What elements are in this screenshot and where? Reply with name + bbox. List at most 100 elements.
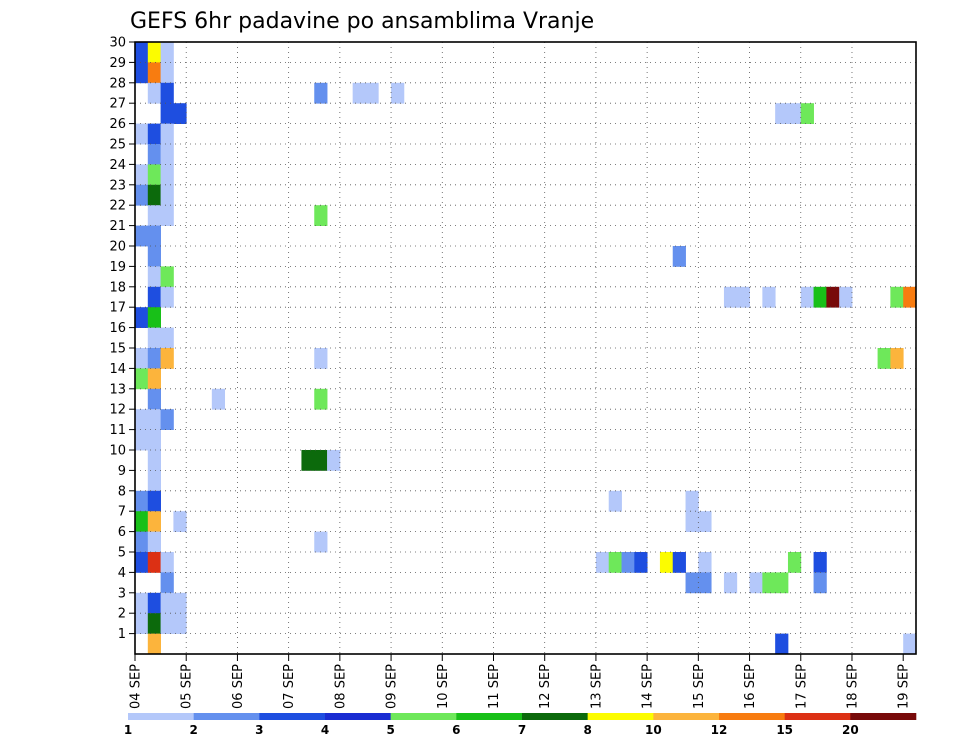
precip-cell <box>621 552 635 573</box>
y-tick-label: 5 <box>118 546 126 561</box>
y-tick-label: 9 <box>118 464 126 479</box>
precip-cell <box>391 82 405 104</box>
y-tick-label: 26 <box>109 117 126 132</box>
precip-cell <box>135 42 149 63</box>
precip-cell <box>135 409 149 430</box>
colorbar-swatch <box>587 713 654 720</box>
x-tick-label: 17 SEP <box>794 664 809 709</box>
colorbar-swatch <box>522 713 588 720</box>
y-tick-label: 23 <box>109 178 126 193</box>
y-tick-label: 25 <box>109 138 126 153</box>
precip-cell <box>147 368 161 390</box>
x-tick-label: 12 SEP <box>538 664 553 709</box>
precip-cell <box>160 572 174 594</box>
precip-cell <box>135 62 149 84</box>
precip-cell <box>147 286 161 308</box>
x-tick-label: 04 SEP <box>129 664 144 709</box>
precip-cell <box>147 42 161 63</box>
y-tick-label: 21 <box>109 219 126 234</box>
colorbar-label: 2 <box>189 723 197 737</box>
x-tick-label: 19 SEP <box>897 664 912 709</box>
precip-cell <box>135 368 149 390</box>
precip-cell <box>147 246 161 267</box>
precip-cell <box>147 144 161 165</box>
precip-cell <box>749 572 763 594</box>
precip-cell <box>173 511 187 532</box>
precip-cell <box>698 572 712 594</box>
x-tick-label: 16 SEP <box>743 664 758 709</box>
precip-cell <box>147 266 161 288</box>
precip-cell <box>608 552 622 573</box>
precip-cell <box>147 409 161 430</box>
precip-cell <box>685 490 699 512</box>
precip-cell <box>135 225 149 247</box>
colorbar-swatch <box>390 713 457 720</box>
x-tick-label: 13 SEP <box>589 664 604 709</box>
precip-cell <box>685 572 699 594</box>
precip-cell <box>800 286 814 308</box>
precip-cell <box>826 286 840 308</box>
precip-cell <box>160 205 174 226</box>
precip-cell <box>160 552 174 573</box>
precip-cell <box>787 103 802 124</box>
precip-cell <box>147 490 161 512</box>
precip-cell <box>147 613 161 634</box>
x-tick-label: 15 SEP <box>692 664 707 709</box>
precip-cell <box>659 552 674 573</box>
colorbar: 1 2 3 4 5 6 7 8 10 12 15 20 <box>124 713 917 737</box>
precip-cell <box>147 429 161 451</box>
colorbar-swatch <box>193 713 260 720</box>
y-tick-label: 1 <box>118 627 126 642</box>
precip-cell <box>147 592 161 614</box>
y-tick-label: 22 <box>109 199 126 214</box>
precip-cell <box>147 511 161 532</box>
precip-cell <box>135 552 149 573</box>
precip-cell <box>160 164 174 186</box>
precip-cell <box>135 429 149 451</box>
colorbar-swatch <box>719 713 785 720</box>
y-tick-label: 18 <box>109 280 126 295</box>
colorbar-swatch <box>784 713 851 720</box>
precip-cell <box>595 552 610 573</box>
y-tick-label: 19 <box>109 260 126 275</box>
precip-cell <box>813 552 827 573</box>
y-tick-label: 10 <box>109 444 126 459</box>
y-tick-label: 13 <box>109 382 126 397</box>
precip-cell <box>698 552 712 573</box>
colorbar-label: 15 <box>776 723 793 737</box>
precip-cell <box>160 348 174 369</box>
precip-cell <box>173 613 187 634</box>
precip-cell <box>147 225 161 247</box>
precip-cell <box>762 286 776 308</box>
y-tick-label: 30 <box>109 36 126 51</box>
x-tick-label: 06 SEP <box>231 664 246 709</box>
dotted-grid <box>135 42 916 654</box>
precip-cell <box>173 103 187 124</box>
precip-cell <box>608 490 622 512</box>
precip-cell <box>327 450 341 471</box>
precip-cell <box>160 62 174 84</box>
precip-cell <box>147 633 161 655</box>
precip-cell <box>147 184 161 206</box>
x-tick-label: 08 SEP <box>333 664 348 709</box>
precip-cell <box>135 123 149 145</box>
precip-cell <box>135 613 149 634</box>
y-tick-label: 7 <box>118 505 126 520</box>
colorbar-swatch <box>850 713 917 720</box>
y-tick-label: 2 <box>118 607 126 622</box>
y-tick-label: 14 <box>109 362 126 377</box>
colorbar-swatch <box>259 713 326 720</box>
colorbar-label: 8 <box>583 723 591 737</box>
y-tick-label: 8 <box>118 484 126 499</box>
precip-cell <box>877 348 891 369</box>
axes: 1234567891011121314151617181920212223242… <box>109 36 917 709</box>
heatmap-cells <box>135 42 917 655</box>
y-tick-label: 11 <box>109 423 126 438</box>
colorbar-label: 10 <box>645 723 662 737</box>
precip-cell <box>160 266 174 288</box>
colorbar-swatch <box>456 713 523 720</box>
precip-cell <box>160 144 174 165</box>
precip-cell <box>147 307 161 328</box>
x-tick-label: 05 SEP <box>180 664 195 709</box>
precip-cell <box>135 307 149 328</box>
